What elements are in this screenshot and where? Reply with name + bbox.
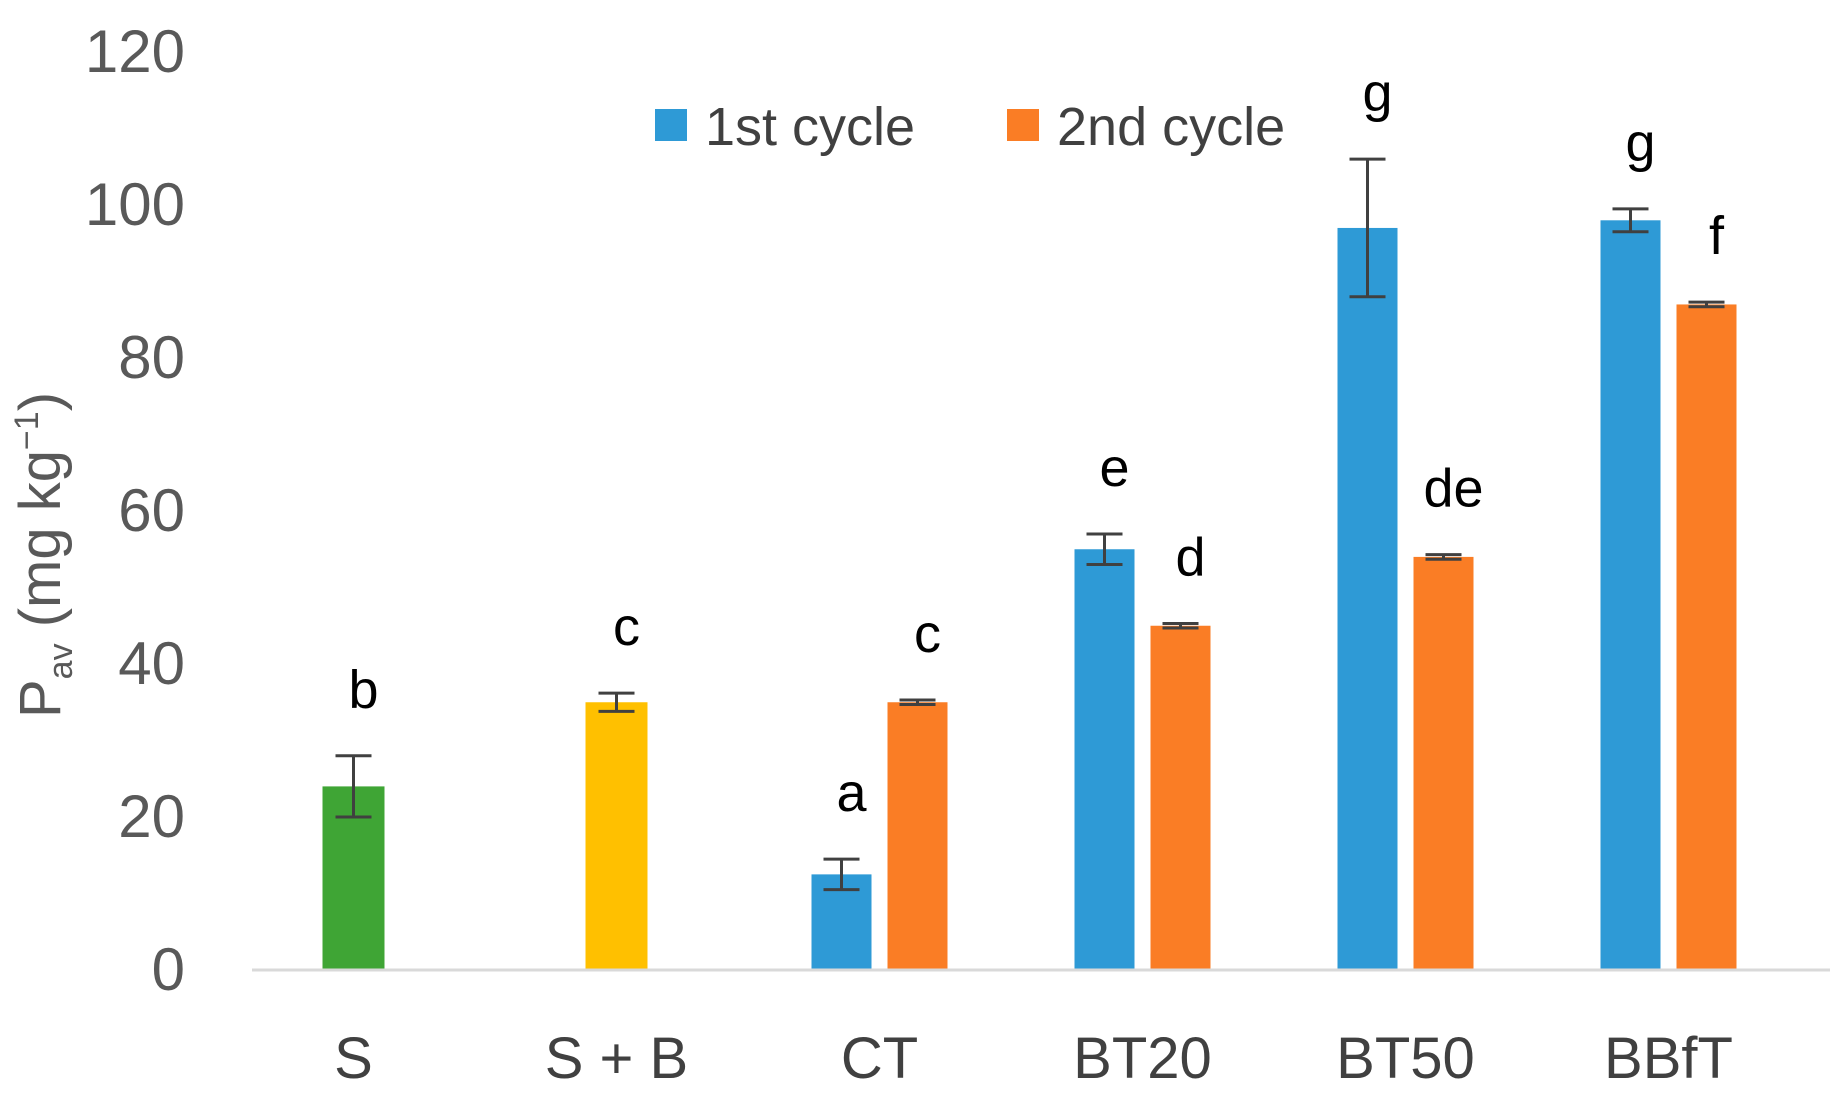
bar-bt20-cycle2 [1150, 625, 1211, 970]
bars [322, 220, 1737, 971]
bar-bt50-cycle2 [1413, 556, 1474, 970]
bar-sb-sig-label: c [613, 597, 640, 657]
y-axis-label-sup: −1 [8, 411, 46, 450]
bar-bt20-cycle2-sig-label: d [1175, 527, 1205, 587]
legend-label-cycle2: 2nd cycle [1057, 97, 1285, 157]
bar-bt50-cycle1 [1337, 227, 1398, 970]
bar-sb [585, 702, 648, 970]
bar-bt50-cycle1-sig-label: g [1362, 63, 1392, 123]
legend: 1st cycle 2nd cycle [655, 97, 1285, 157]
legend-label-cycle1: 1st cycle [705, 97, 915, 157]
x-tick-label-ct: CT [841, 1026, 918, 1091]
y-axis-label-sub: av [42, 643, 80, 679]
bar-ct-cycle1-sig-label: a [836, 763, 867, 823]
x-tick-label-sb: S + B [545, 1026, 688, 1091]
svg-text:Pav (mg kg−1): Pav (mg kg−1) [8, 392, 80, 718]
bar-bbft-cycle2-sig-label: f [1709, 206, 1725, 266]
y-axis-label: Pav (mg kg−1) [8, 392, 80, 718]
bar-s-sig-label: b [348, 660, 378, 720]
bar-ct-cycle2-sig-label: c [914, 604, 941, 664]
y-axis-label-rest: (mg kg [8, 450, 73, 643]
y-tick-label-100: 100 [85, 171, 185, 238]
y-tick-label-20: 20 [118, 783, 185, 850]
significance-labels: b c a e g g c d de f [348, 63, 1725, 823]
y-tick-label-120: 120 [85, 18, 185, 85]
bar-bbft-cycle1 [1600, 220, 1661, 971]
legend-swatch-cycle2 [1007, 109, 1039, 141]
y-tick-label-80: 80 [118, 324, 185, 391]
x-tick-label-s: S [334, 1026, 373, 1091]
bar-bbft-cycle1-sig-label: g [1625, 113, 1655, 173]
bar-bt20-cycle1 [1074, 549, 1135, 970]
y-axis-ticks: 0 20 40 60 80 100 120 [85, 18, 185, 1003]
y-axis-label-main: P [8, 679, 73, 718]
bar-ct-cycle2 [887, 702, 948, 970]
x-tick-label-bbft: BBfT [1604, 1026, 1733, 1091]
bar-bbft-cycle2 [1676, 304, 1737, 970]
y-axis-label-close: ) [8, 392, 73, 411]
bar-bt20-cycle1-sig-label: e [1099, 438, 1129, 498]
x-tick-label-bt20: BT20 [1073, 1026, 1212, 1091]
y-tick-label-0: 0 [152, 936, 185, 1003]
y-tick-label-40: 40 [118, 630, 185, 697]
y-tick-label-60: 60 [118, 477, 185, 544]
x-axis-labels: S S + B CT BT20 BT50 BBfT [334, 1026, 1733, 1091]
error-bars [335, 157, 1725, 892]
legend-swatch-cycle1 [655, 109, 687, 141]
bar-bt50-cycle2-sig-label: de [1423, 459, 1483, 519]
x-tick-label-bt50: BT50 [1336, 1026, 1475, 1091]
